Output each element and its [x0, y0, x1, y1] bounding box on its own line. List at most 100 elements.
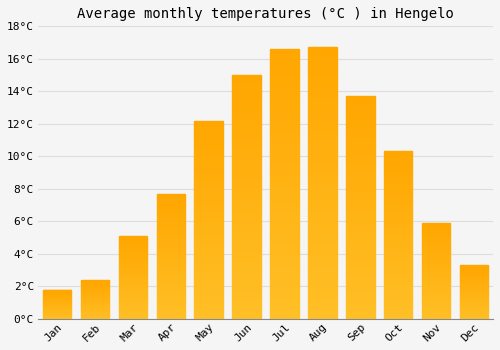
Bar — [422, 275, 450, 277]
Bar — [81, 304, 109, 305]
Bar — [384, 215, 412, 218]
Bar — [43, 311, 72, 312]
Bar — [232, 294, 261, 299]
Bar — [43, 315, 72, 316]
Bar — [346, 265, 374, 270]
Bar — [346, 167, 374, 172]
Bar — [308, 199, 336, 205]
Bar — [232, 187, 261, 192]
Bar — [308, 254, 336, 259]
Bar — [308, 156, 336, 161]
Bar — [460, 290, 488, 291]
Bar — [270, 205, 299, 211]
Bar — [81, 297, 109, 298]
Bar — [422, 261, 450, 263]
Bar — [346, 194, 374, 199]
Bar — [81, 295, 109, 296]
Bar — [384, 285, 412, 289]
Bar — [194, 239, 223, 244]
Bar — [460, 282, 488, 284]
Bar — [81, 285, 109, 286]
Bar — [460, 318, 488, 319]
Bar — [460, 305, 488, 306]
Bar — [156, 269, 185, 271]
Bar — [270, 281, 299, 287]
Bar — [232, 231, 261, 236]
Bar — [384, 312, 412, 316]
Bar — [308, 221, 336, 226]
Bar — [384, 218, 412, 222]
Bar — [422, 236, 450, 238]
Bar — [422, 223, 450, 225]
Bar — [384, 195, 412, 198]
Bar — [81, 300, 109, 301]
Bar — [422, 315, 450, 317]
Bar — [118, 269, 147, 271]
Bar — [270, 308, 299, 314]
Bar — [460, 280, 488, 281]
Bar — [308, 205, 336, 210]
Bar — [308, 194, 336, 199]
Bar — [81, 287, 109, 288]
Bar — [156, 281, 185, 284]
Bar — [346, 314, 374, 319]
Bar — [308, 161, 336, 167]
Bar — [384, 279, 412, 282]
Bar — [194, 228, 223, 232]
Bar — [232, 304, 261, 309]
Bar — [156, 286, 185, 289]
Bar — [194, 287, 223, 291]
Bar — [422, 225, 450, 227]
Bar — [43, 308, 72, 309]
Bar — [270, 71, 299, 76]
Bar — [384, 282, 412, 285]
Bar — [308, 145, 336, 150]
Bar — [460, 276, 488, 277]
Bar — [118, 253, 147, 254]
Bar — [270, 98, 299, 103]
Bar — [81, 291, 109, 292]
Bar — [308, 91, 336, 96]
Bar — [232, 260, 261, 265]
Bar — [346, 230, 374, 234]
Bar — [460, 303, 488, 304]
Bar — [270, 103, 299, 108]
Bar — [270, 189, 299, 195]
Bar — [346, 292, 374, 296]
Bar — [308, 265, 336, 270]
Bar — [346, 145, 374, 150]
Bar — [384, 229, 412, 232]
Bar — [194, 148, 223, 152]
Bar — [118, 276, 147, 278]
Bar — [232, 153, 261, 158]
Bar — [270, 92, 299, 98]
Bar — [156, 301, 185, 304]
Bar — [118, 243, 147, 244]
Bar — [346, 127, 374, 132]
Bar — [384, 192, 412, 195]
Bar — [346, 310, 374, 314]
Bar — [118, 278, 147, 279]
Bar — [346, 212, 374, 216]
Bar — [156, 251, 185, 254]
Bar — [118, 299, 147, 301]
Bar — [308, 189, 336, 194]
Bar — [346, 105, 374, 110]
Bar — [346, 283, 374, 288]
Bar — [422, 269, 450, 271]
Bar — [384, 168, 412, 172]
Bar — [460, 286, 488, 287]
Bar — [346, 208, 374, 212]
Bar — [270, 125, 299, 130]
Bar — [422, 259, 450, 261]
Bar — [422, 288, 450, 290]
Bar — [194, 208, 223, 212]
Bar — [308, 118, 336, 124]
Bar — [232, 221, 261, 226]
Bar — [384, 242, 412, 245]
Bar — [460, 300, 488, 301]
Bar — [118, 238, 147, 239]
Bar — [308, 314, 336, 319]
Bar — [346, 279, 374, 283]
Bar — [232, 251, 261, 256]
